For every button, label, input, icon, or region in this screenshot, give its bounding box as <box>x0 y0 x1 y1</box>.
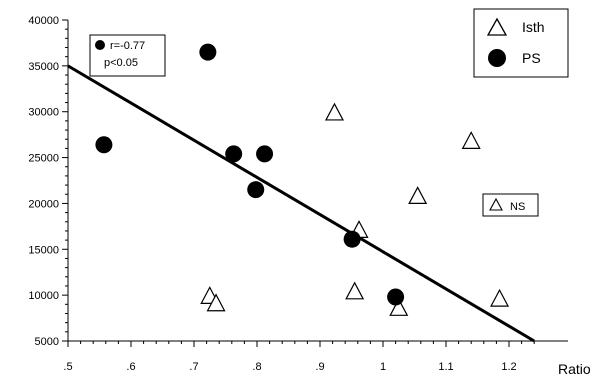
legend-label-ps: PS <box>522 50 541 66</box>
x-tick-label: 1.2 <box>501 361 516 373</box>
data-point-ps <box>343 230 361 248</box>
legend-label-isth: Isth <box>522 19 545 35</box>
data-points <box>95 43 510 316</box>
x-axis-ticks: .5 .6 .7 .8 .9 1 1.1 1.2 <box>63 341 535 373</box>
y-tick-label: 20000 <box>28 198 59 210</box>
x-axis-label: Ratio <box>558 361 591 377</box>
stats-marker-icon <box>95 40 105 50</box>
y-tick-label: 5000 <box>35 336 59 348</box>
y-tick-label: 10000 <box>28 290 59 302</box>
legend-circle-icon <box>488 49 506 67</box>
x-tick-label: 1.1 <box>438 361 453 373</box>
legend: Isth PS <box>473 8 569 78</box>
data-point-isth <box>461 131 481 149</box>
ns-text: NS <box>510 201 525 213</box>
data-point-isth <box>389 298 409 316</box>
p-value-text: p<0.05 <box>104 57 138 69</box>
stats-annotation: r=-0.77 p<0.05 <box>89 34 166 77</box>
data-point-isth <box>345 281 365 300</box>
ns-annotation: NS <box>482 193 539 217</box>
data-point-ps <box>225 145 243 163</box>
data-point-isth <box>490 288 510 307</box>
x-tick-label: .8 <box>252 361 261 373</box>
ns-triangle-icon <box>489 197 503 211</box>
x-tick-label: .5 <box>63 361 72 373</box>
y-axis-ticks: 5000 10000 15000 20000 25000 30000 35000 40000 <box>28 15 68 348</box>
legend-box <box>473 8 569 78</box>
data-point-ps <box>387 288 405 306</box>
data-point-ps <box>199 43 217 61</box>
y-tick-label: 15000 <box>28 244 59 256</box>
r-value-text: r=-0.77 <box>110 40 145 52</box>
y-tick-label: 40000 <box>28 15 59 27</box>
x-tick-label: .9 <box>315 361 324 373</box>
data-point-isth <box>206 293 226 312</box>
x-tick-label: .6 <box>126 361 135 373</box>
data-point-ps <box>95 136 113 154</box>
axes <box>67 20 568 342</box>
data-point-isth <box>324 102 344 121</box>
y-tick-label: 30000 <box>28 107 59 119</box>
legend-triangle-icon <box>486 17 508 36</box>
data-point-ps <box>247 181 265 199</box>
y-tick-label: 25000 <box>28 153 59 165</box>
data-point-isth <box>408 186 428 205</box>
data-point-ps <box>256 145 274 163</box>
x-tick-label: 1 <box>380 361 386 373</box>
y-tick-label: 35000 <box>28 61 59 73</box>
x-tick-label: .7 <box>189 361 198 373</box>
regression-line <box>67 64 535 343</box>
